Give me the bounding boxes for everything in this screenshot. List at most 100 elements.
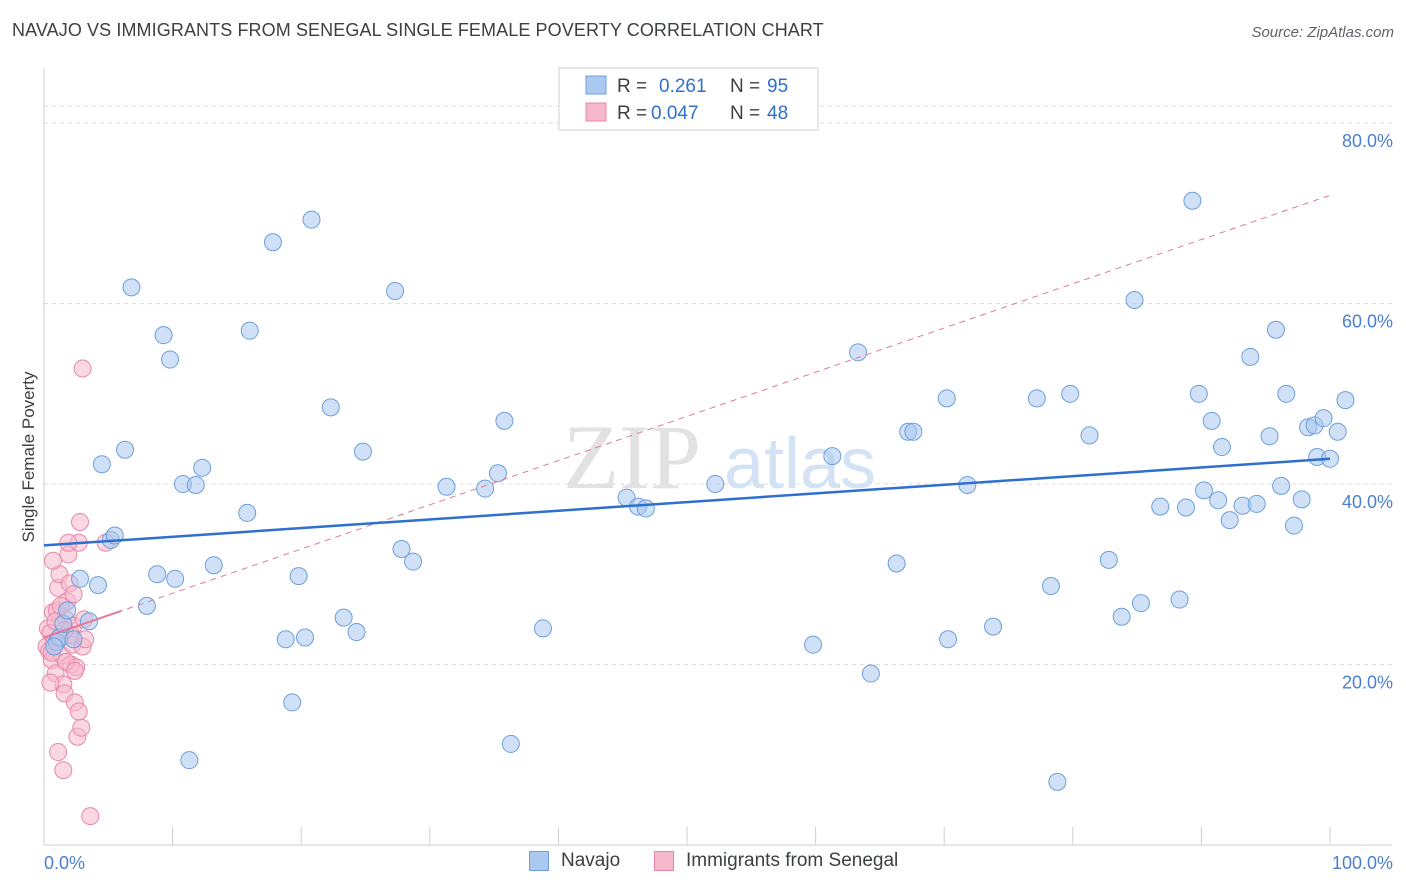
senegal-point	[65, 661, 84, 680]
legend-n-value: 95	[767, 76, 788, 97]
navajo-point	[1209, 491, 1228, 510]
navajo-swatch	[529, 851, 549, 871]
axes	[43, 68, 1392, 846]
navajo-point	[321, 398, 340, 417]
navajo-point	[804, 635, 823, 654]
legend-r-label: R =	[617, 103, 647, 124]
legend: R = 0.261 N = 95 R = 0.047 N = 48	[558, 67, 819, 131]
senegal-point	[44, 551, 63, 570]
navajo-point	[476, 479, 495, 498]
navajo-point	[1277, 384, 1296, 403]
navajo-point	[347, 623, 366, 642]
navajo-point	[1112, 607, 1131, 626]
legend-senegal-swatch	[585, 102, 607, 122]
navajo-point	[276, 630, 295, 649]
navajo-point	[1284, 516, 1303, 535]
y-tick-label: 80.0%	[1342, 131, 1393, 151]
navajo-point	[148, 565, 167, 584]
senegal-trend-solid	[43, 609, 122, 639]
navajo-point	[161, 350, 180, 369]
gridlines	[44, 105, 1392, 666]
navajo-trend-line	[43, 457, 1331, 547]
navajo-point	[861, 664, 880, 683]
navajo-point	[1027, 389, 1046, 408]
y-axis-label: Single Female Poverty	[19, 371, 38, 543]
navajo-point	[240, 321, 259, 340]
navajo-point	[1041, 577, 1060, 596]
y-tick-labels: 20.0% 40.0% 60.0% 80.0%	[1342, 131, 1393, 692]
navajo-point	[984, 617, 1003, 636]
senegal-trend-line	[43, 194, 1331, 638]
senegal-point	[73, 359, 92, 378]
senegal-point	[64, 585, 83, 604]
navajo-point	[334, 608, 353, 627]
navajo-point	[1183, 191, 1202, 210]
navajo-point	[392, 540, 411, 559]
navajo-point	[92, 455, 111, 474]
legend-item-navajo: Navajo	[529, 850, 620, 872]
navajo-point	[823, 447, 842, 466]
navajo-point	[887, 554, 906, 573]
navajo-point	[904, 422, 923, 441]
senegal-point	[69, 702, 88, 721]
x-tick-label: 0.0%	[44, 853, 85, 873]
navajo-point	[386, 281, 405, 300]
navajo-point	[1212, 438, 1231, 457]
navajo-point	[958, 475, 977, 494]
legend-n-label: N =	[730, 103, 760, 124]
navajo-point	[71, 569, 90, 588]
legend-item-senegal: Immigrants from Senegal	[654, 850, 898, 872]
navajo-point	[1266, 320, 1285, 339]
navajo-point	[180, 751, 199, 770]
navajo-point	[353, 442, 372, 461]
legend-label-senegal: Immigrants from Senegal	[686, 850, 899, 871]
y-tick-label: 20.0%	[1342, 673, 1393, 693]
navajo-point	[1080, 426, 1099, 445]
navajo-point	[849, 343, 868, 362]
chart-title: NAVAJO VS IMMIGRANTS FROM SENEGAL SINGLE…	[12, 20, 824, 40]
navajo-point	[263, 233, 282, 252]
navajo-point	[1170, 590, 1189, 609]
navajo-point	[89, 576, 108, 595]
senegal-point	[49, 743, 68, 762]
navajo-point	[58, 601, 77, 620]
navajo-point	[1336, 391, 1355, 410]
navajo-point	[1314, 409, 1333, 428]
navajo-point	[939, 630, 958, 649]
navajo-point	[137, 596, 156, 615]
legend-n-label: N =	[730, 76, 760, 97]
navajo-point	[238, 503, 257, 522]
navajo-point	[1189, 384, 1208, 403]
navajo-point	[1241, 347, 1260, 366]
navajo-point	[1272, 476, 1291, 495]
navajo-point	[1202, 411, 1221, 430]
legend-label-navajo: Navajo	[561, 850, 621, 871]
legend-r-value: 0.047	[651, 103, 699, 124]
navajo-point	[404, 552, 423, 571]
navajo-point	[296, 628, 315, 647]
navajo-point	[1048, 772, 1067, 791]
navajo-point	[45, 637, 64, 656]
navajo-point	[1099, 550, 1118, 569]
navajo-point	[1292, 490, 1311, 509]
x-tick-labels: 0.0% 100.0%	[44, 853, 1393, 873]
y-tick-label: 60.0%	[1342, 312, 1393, 332]
senegal-point	[81, 807, 100, 826]
navajo-point	[1194, 481, 1213, 500]
navajo-point	[488, 464, 507, 483]
navajo-point	[193, 458, 212, 477]
trend-lines	[43, 194, 1331, 639]
navajo-point	[495, 411, 514, 430]
legend-n-value: 48	[767, 103, 788, 124]
navajo-point	[636, 499, 655, 518]
navajo-point	[204, 556, 223, 575]
senegal-point	[41, 673, 60, 692]
navajo-point	[1247, 494, 1266, 513]
navajo-point	[501, 734, 520, 753]
navajo-point	[1151, 497, 1170, 516]
navajo-point	[122, 278, 141, 297]
senegal-swatch	[654, 851, 674, 871]
navajo-point	[437, 477, 456, 496]
source-label: Source: ZipAtlas.com	[1251, 24, 1394, 41]
